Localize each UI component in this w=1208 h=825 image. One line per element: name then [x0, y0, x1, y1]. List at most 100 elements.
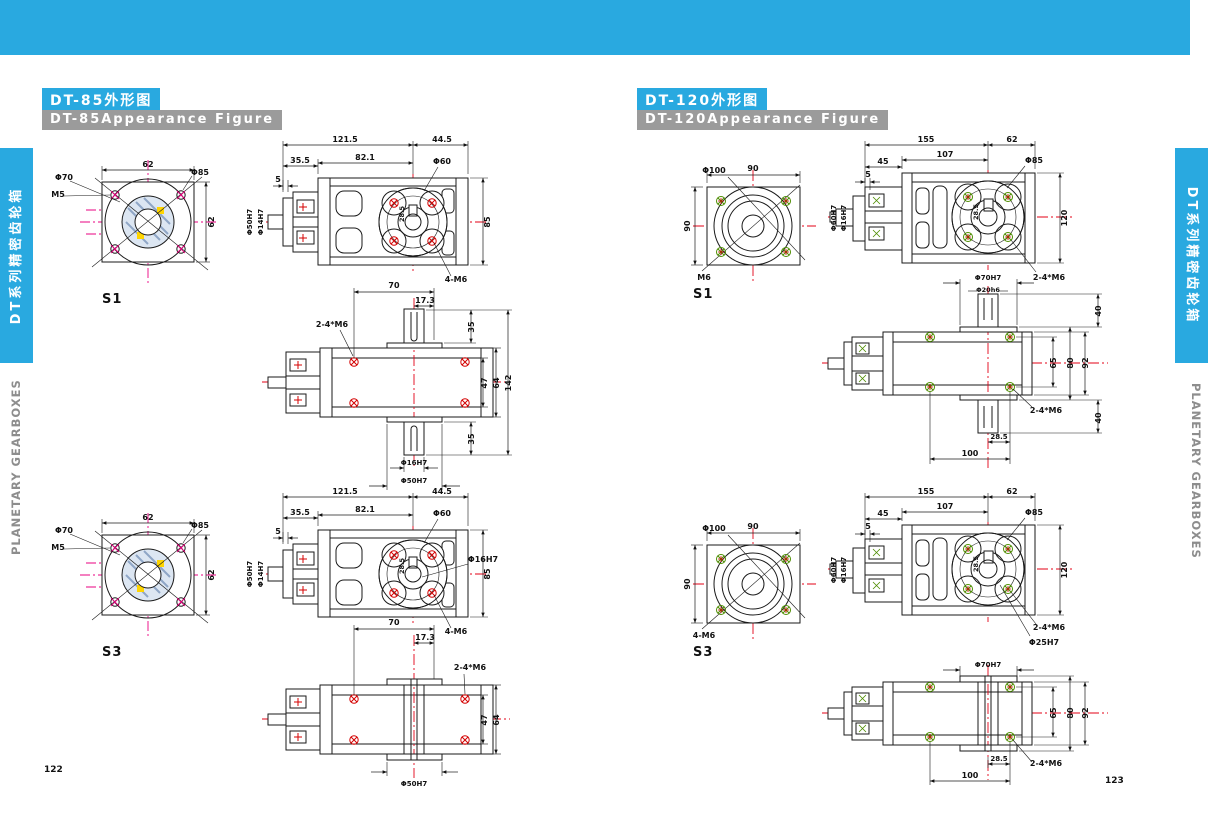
dim-input-shaft: Φ14H7 [257, 209, 265, 236]
dim-body-length: 82.1 [355, 153, 375, 162]
dim-screws: 2-4*M6 [1033, 623, 1066, 632]
dim-input-length: 35.5 [290, 156, 310, 165]
dim-screw: M5 [51, 543, 65, 552]
dim-span: 70 [388, 618, 400, 627]
dim-screws: 2-4*M6 [316, 320, 349, 329]
dim-ring-dia: Φ85 [1025, 508, 1043, 517]
dim-pilot-dia: Φ100 [702, 524, 726, 533]
dt85-title-zh: DT-85外形图 [42, 88, 161, 113]
dim-offset: 28.5 [990, 755, 1007, 763]
dim-total-length: 155 [918, 487, 935, 496]
dim-shaft-bore: Φ16H7 [401, 459, 428, 467]
dim-pilot-dia: Φ100 [702, 166, 726, 175]
dim-total-length: 121.5 [332, 135, 358, 144]
dim-inner: 65 [1049, 357, 1058, 369]
dt85-drawing: 62 62 Φ70 Φ85 M5 S1 121.5 44.5 82.1 35.5… [51, 135, 513, 788]
dim-mid: 80 [1066, 357, 1075, 369]
dt85-s1-side-view: 121.5 44.5 82.1 35.5 5 Φ60 85 28.5 4-M6 … [246, 135, 492, 284]
top-banner [0, 0, 1190, 55]
page-number-right: 123 [1105, 776, 1124, 786]
dim-ring-dia: Φ60 [433, 157, 451, 166]
dt85-title-en: DT-85Appearance Figure [42, 110, 283, 130]
dim-out-bore: Φ25H7 [1029, 638, 1059, 647]
sidebar-left-series-en: PLANETARY GEARBOXES [9, 379, 23, 555]
dim-screw: M5 [51, 190, 65, 199]
dim-step: 5 [275, 527, 281, 536]
dim-total-length: 121.5 [332, 487, 358, 496]
dim-shaft-bottom: 40 [1094, 412, 1103, 424]
dim-total: 142 [504, 375, 513, 392]
dim-screw: 4-M6 [693, 631, 716, 640]
variant-label-s1: S1 [102, 292, 122, 307]
variant-label-s3: S3 [102, 645, 122, 660]
dim-step: 5 [865, 170, 871, 179]
dt120-title-zh: DT-120外形图 [637, 88, 768, 113]
dim-body-length: 107 [937, 150, 954, 159]
dim-screws: 2-4*M6 [1033, 273, 1066, 282]
dim-offset: 28.5 [398, 558, 406, 575]
dim-input-bore: Φ50H7 [246, 561, 254, 588]
dim-shaft-bottom: 35 [467, 433, 476, 445]
sidebar-left-t [0, 148, 33, 363]
page-number-left: 122 [44, 765, 63, 775]
dim-out-bore: Φ16H7 [468, 555, 498, 564]
dim-shaft-top: 40 [1094, 305, 1103, 317]
dim-pilot-dia: Φ70 [55, 526, 73, 535]
dim-input-shaft: Φ14H7 [257, 561, 265, 588]
dim-body: 64 [492, 714, 501, 726]
dim-body-length: 82.1 [355, 505, 375, 514]
dim-input-length: 45 [877, 157, 889, 166]
variant-label-s3: S3 [693, 645, 713, 660]
sidebar-right-series-zh: DT系列精密齿轮箱 [1184, 186, 1199, 325]
dim-step: 5 [865, 522, 871, 531]
dim-offset: 17.3 [415, 296, 435, 305]
dim-front-height: 62 [207, 569, 216, 580]
dim-front-width: 90 [747, 164, 759, 173]
dim-spigot: Φ50H7 [401, 780, 428, 788]
dim-mid: 80 [1066, 707, 1075, 719]
dim-input-bore: Φ60H7 [830, 205, 838, 232]
dim-inner: 65 [1049, 707, 1058, 719]
dt120-s1-plan-view: Φ70H7 Φ20h6 40 65 80 92 40 28.5 100 2-4*… [822, 274, 1108, 468]
dim-flange-length: 62 [1006, 487, 1017, 496]
sidebar-right-series-en: PLANETARY GEARBOXES [1189, 383, 1203, 559]
dim-offset: 28.5 [972, 556, 980, 573]
dt85-s1-plan-view: 70 17.3 2-4*M6 35 47 64 142 35 Φ16H7 Φ50… [262, 281, 513, 490]
dim-ring-dia: Φ60 [433, 509, 451, 518]
dim-front-height: 62 [207, 216, 216, 227]
dim-input-shaft: Φ16H7 [840, 557, 848, 584]
dt85-s1-front-view: 62 62 Φ70 Φ85 M5 S1 [51, 160, 218, 307]
dim-screws: 4-M6 [445, 627, 468, 636]
dim-height: 120 [1060, 209, 1069, 226]
dt120-s1-front-view: 90 90 Φ100 M6 S1 [683, 164, 816, 302]
dim-shaft-dia: Φ20h6 [976, 286, 1000, 294]
dim-input-shaft: Φ16H7 [840, 205, 848, 232]
dim-span: 100 [962, 771, 979, 780]
dim-front-width: 90 [747, 522, 759, 531]
dim-inner: 47 [480, 714, 489, 725]
dim-height: 85 [483, 216, 492, 228]
dt120-s1-side-view: 155 62 107 45 5 Φ85 120 28.5 2-4*M6 Φ60H… [828, 135, 1072, 282]
dt120-title-en: DT-120Appearance Figure [637, 110, 889, 130]
dt120-s3-plan-view: Φ70H7 65 80 92 28.5 100 2-4*M6 [822, 661, 1108, 785]
dim-height: 120 [1060, 561, 1069, 578]
dim-flange-dia: Φ85 [191, 521, 209, 530]
dim-spigot: Φ70H7 [975, 661, 1002, 669]
dim-inner: 47 [480, 377, 489, 388]
dim-input-bore: Φ50H7 [246, 209, 254, 236]
dim-body: 92 [1081, 357, 1090, 368]
dim-front-height: 90 [683, 220, 692, 232]
dt120-drawing: 90 90 Φ100 M6 S1 155 62 107 45 5 Φ85 120… [683, 135, 1160, 800]
dt85-s3-side-view: 121.5 44.5 82.1 35.5 5 Φ60 Φ16H7 85 28.5… [246, 487, 498, 636]
dt85-s3-plan-view: 70 17.3 2-4*M6 47 64 Φ50H7 [262, 618, 510, 788]
dim-input-length: 35.5 [290, 508, 310, 517]
dim-ring-dia: Φ85 [1025, 156, 1043, 165]
dim-flange-length: 62 [1006, 135, 1017, 144]
dt120-s3-side-view: 155 62 107 45 5 Φ85 120 28.5 2-4*M6 Φ25H… [828, 487, 1072, 647]
dim-span: 100 [962, 449, 979, 458]
dim-body-length: 107 [937, 502, 954, 511]
dim-step: 5 [275, 175, 281, 184]
dim-screws: 2-4*M6 [1030, 406, 1063, 415]
dt85-s3-front-view: 62 62 Φ70 Φ85 M5 S3 [51, 513, 218, 660]
dt120-s3-front-view: 90 90 Φ100 4-M6 S3 [683, 522, 816, 660]
